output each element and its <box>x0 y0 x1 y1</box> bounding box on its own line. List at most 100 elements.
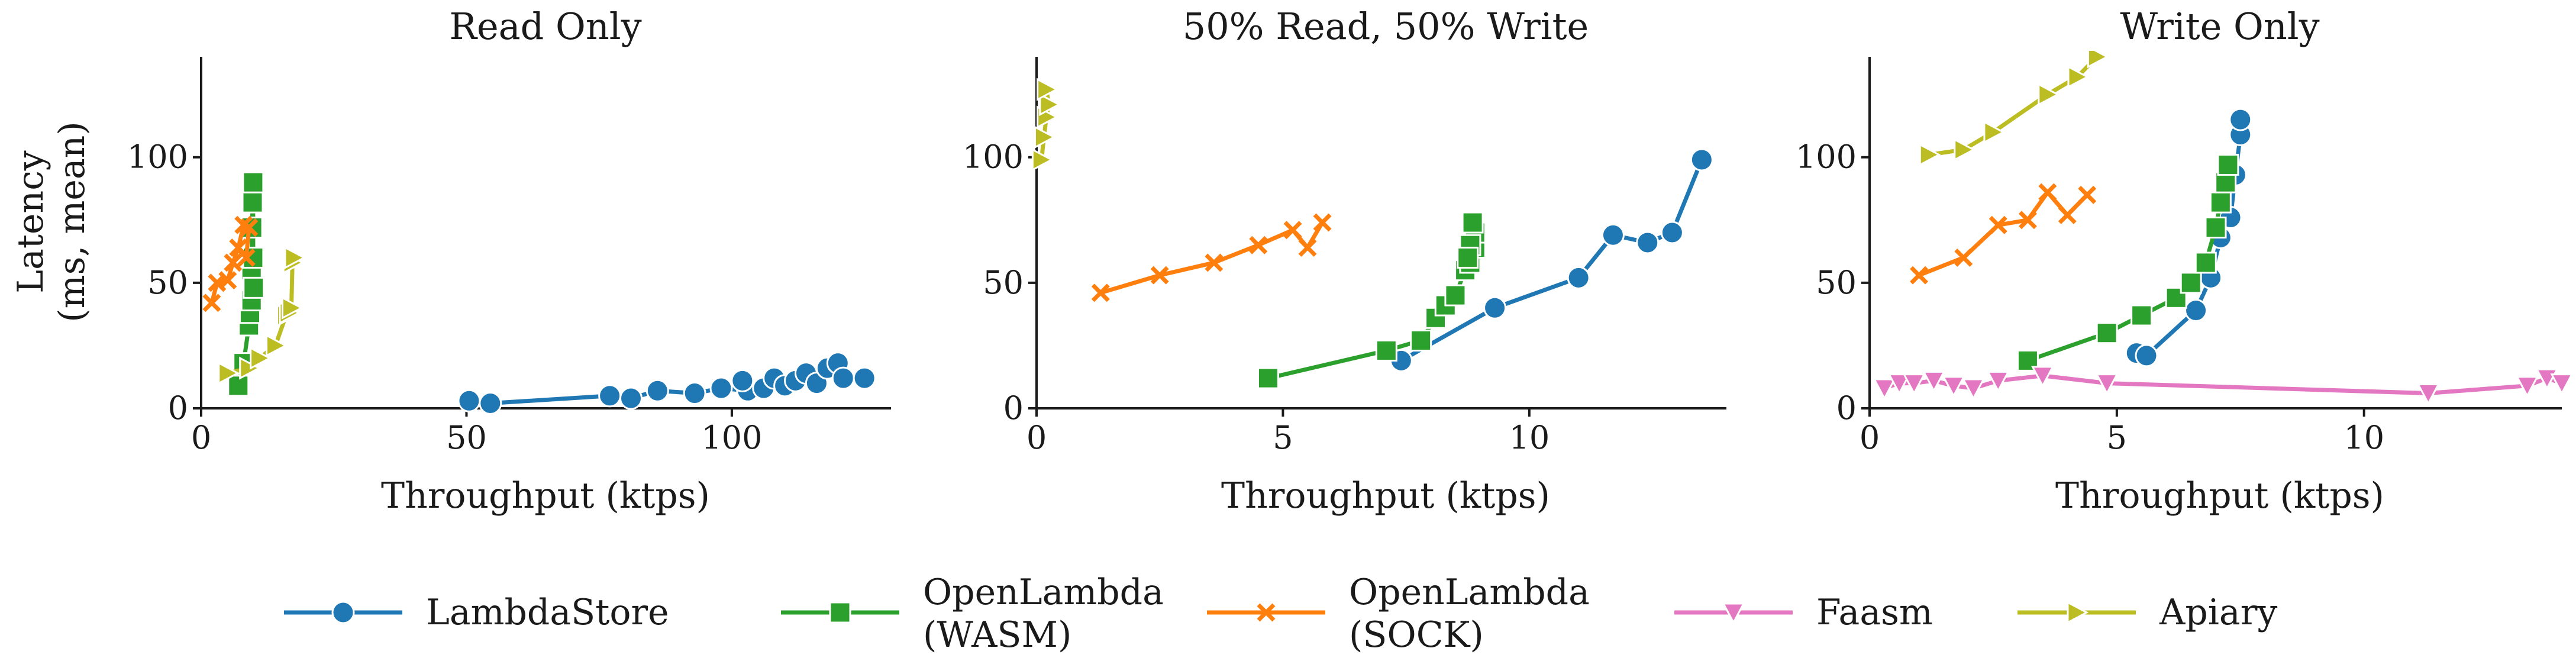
series-lambdastore <box>1389 148 1713 372</box>
data-point <box>2209 191 2232 214</box>
data-point <box>479 392 502 415</box>
series-line <box>1883 373 2563 396</box>
legend-marker <box>1722 602 1745 625</box>
data-point <box>1375 339 1397 362</box>
data-point <box>1942 376 1965 398</box>
y-axis-label-line2: (ms, mean) <box>51 121 93 322</box>
data-point <box>1983 120 2006 144</box>
x-tick-label: 50 <box>446 419 487 456</box>
data-point <box>1091 283 1110 302</box>
data-point <box>1457 246 1479 269</box>
legend-marker <box>829 601 851 624</box>
data-point <box>240 218 259 237</box>
data-point <box>853 366 876 390</box>
data-point <box>266 334 288 357</box>
data-point <box>1249 236 1268 254</box>
data-point <box>284 246 306 269</box>
data-point <box>1031 148 1054 172</box>
data-point <box>1922 370 1946 393</box>
legend-marker <box>1257 603 1276 622</box>
data-point <box>2516 376 2539 398</box>
data-point <box>2018 211 2037 230</box>
y-axis-label-line1: Latency <box>10 150 51 293</box>
x-tick-label: 5 <box>2107 419 2127 456</box>
data-point <box>241 191 264 214</box>
data-point <box>1567 266 1590 289</box>
legend-label: LambdaStore <box>426 592 669 633</box>
data-point <box>2078 185 2097 204</box>
data-point <box>218 271 237 290</box>
y-tick-label: 50 <box>147 264 188 301</box>
y-tick-label: 100 <box>1796 138 1857 176</box>
data-point <box>1887 373 1911 395</box>
data-point <box>1954 138 1975 162</box>
data-point <box>1257 367 1279 389</box>
y-tick-label: 50 <box>1816 264 1857 301</box>
panel-read-only: Read Only 0 50 100 0 50 100 Throughput (ktps) <box>127 5 891 517</box>
data-point <box>2180 272 2202 294</box>
ticks: 0 50 100 0 50 100 <box>127 138 763 456</box>
data-point <box>2229 108 2252 131</box>
data-point <box>1989 215 2007 234</box>
y-tick-label: 100 <box>127 138 188 176</box>
legend: LambdaStore OpenLambda(WASM)OpenLambda(SO… <box>284 572 2277 656</box>
panel-title: Read Only <box>449 5 641 48</box>
data-point <box>2095 373 2119 395</box>
legend-item: OpenLambda(SOCK) <box>1207 572 1590 656</box>
data-point <box>242 171 264 194</box>
data-point <box>709 376 733 400</box>
data-point <box>1410 329 1432 352</box>
x-axis-label: Throughput (ktps) <box>2055 475 2384 517</box>
data-point <box>2204 217 2227 239</box>
data-point <box>1986 370 2010 393</box>
data-point <box>2096 322 2118 344</box>
data-point <box>218 362 240 385</box>
series-apiary <box>218 246 306 385</box>
series-faasm <box>1873 366 2574 405</box>
data-point <box>2550 373 2574 395</box>
data-point <box>202 294 221 312</box>
data-point <box>1910 266 1929 285</box>
series-layer <box>202 171 876 415</box>
data-point <box>1150 266 1169 285</box>
series-openlambda-sock <box>1910 183 2097 285</box>
series-layer <box>1031 78 1713 389</box>
series-line <box>1400 159 1704 363</box>
y-tick-label: 0 <box>1003 389 1024 427</box>
data-point <box>1660 221 1684 244</box>
series-openlambda-wasm <box>1257 211 1486 389</box>
series-openlambda-sock <box>202 215 259 312</box>
x-tick-label: 0 <box>191 419 211 456</box>
x-tick-label: 10 <box>2343 419 2384 456</box>
legend-marker <box>2067 601 2089 624</box>
data-point <box>1873 378 1896 401</box>
data-point <box>1690 148 1713 172</box>
data-point <box>2194 251 2217 274</box>
panel-title: 50% Read, 50% Write <box>1183 5 1589 48</box>
data-point <box>2184 299 2208 323</box>
y-tick-label: 100 <box>963 138 1024 176</box>
data-point <box>1034 125 1056 149</box>
legend-marker <box>331 601 355 624</box>
data-point <box>1483 296 1507 320</box>
x-tick-label: 0 <box>1026 419 1047 456</box>
series-lambdastore <box>2125 108 2252 367</box>
series-apiary <box>1031 78 1061 172</box>
data-point <box>281 296 304 320</box>
x-axis-label: Throughput (ktps) <box>1221 475 1550 517</box>
y-tick-label: 50 <box>983 264 1024 301</box>
data-point <box>1902 373 1926 395</box>
data-point <box>227 375 250 397</box>
ticks: 0 50 100 0 5 10 <box>963 138 1550 456</box>
data-point <box>1298 238 1317 257</box>
series-line <box>1918 190 2089 278</box>
data-point <box>1283 221 1302 240</box>
data-point <box>2038 83 2060 107</box>
legend-label-line1: OpenLambda <box>923 572 1164 613</box>
x-tick-label: 0 <box>1860 419 1880 456</box>
data-point <box>250 346 272 370</box>
legend-label-line1: OpenLambda <box>1349 572 1590 613</box>
data-point <box>2416 383 2440 405</box>
data-point <box>598 384 622 408</box>
